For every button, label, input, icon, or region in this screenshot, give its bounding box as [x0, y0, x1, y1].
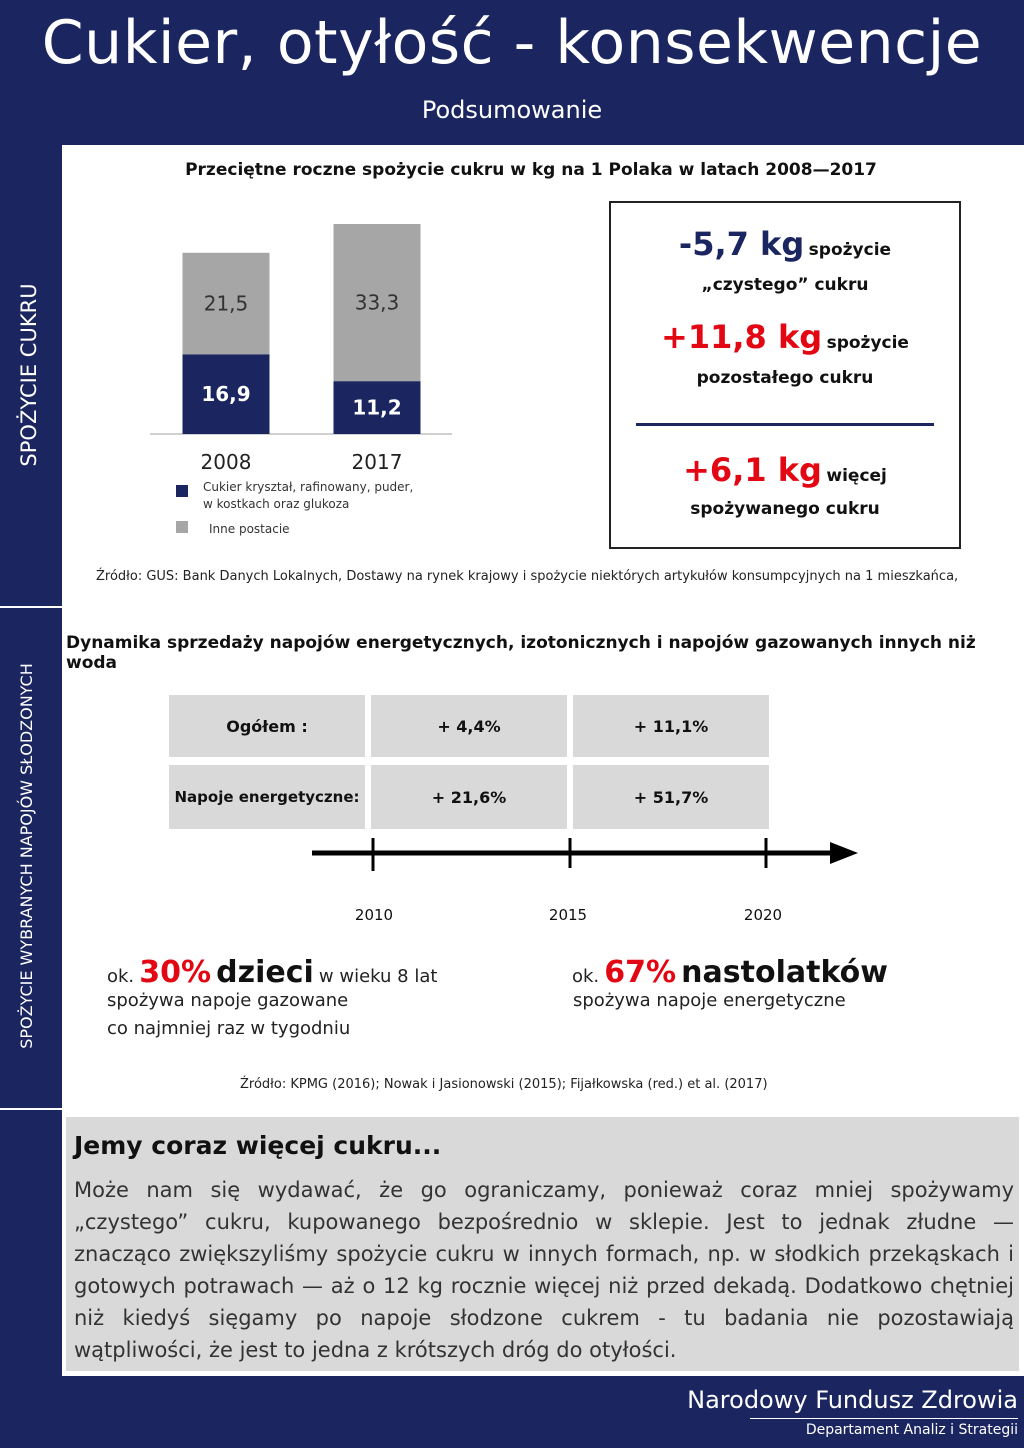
stat-children: ok. 30% dzieci w wieku 8 lat	[107, 955, 437, 990]
figure-pure-sugar: -5,7 kg spożycie	[611, 225, 959, 263]
figure-total-sugar-sub: spożywanego cukru	[690, 499, 880, 519]
timeline-year-2010: 2010	[354, 906, 394, 924]
source-note-1: Źródło: GUS: Bank Danych Lokalnych, Dost…	[96, 569, 959, 584]
timeline-arrow	[312, 838, 858, 871]
page-title: Cukier, otyłość - konsekwencje	[41, 8, 983, 78]
figure-other-sugar: +11,8 kg spożycie	[611, 318, 959, 356]
legend-swatch-other	[176, 521, 188, 533]
sugar-bar-chart: 16,9 21,5 11,2 33,3	[150, 224, 452, 435]
figure-other-sugar-sub: pozostałego cukru	[696, 368, 874, 388]
stat-teens-subject: nastolatków	[681, 955, 888, 990]
cell-energy-2020: + 51,7%	[573, 765, 769, 829]
data-label-2017-other: 33,3	[355, 291, 400, 315]
section-divider-1	[0, 606, 1024, 608]
legend-label-other: Inne postacie	[209, 522, 290, 536]
figure-other-sugar-value: +11,8 kg	[661, 318, 823, 356]
summary-title: Jemy coraz więcej cukru...	[74, 1131, 442, 1160]
cell-total-2020: + 11,1%	[573, 695, 769, 757]
side-panel-3	[0, 1110, 62, 1376]
section2-title: Dynamika sprzedaży napojów energetycznyc…	[66, 633, 976, 673]
footer: Narodowy Fundusz Zdrowia Departament Ana…	[0, 1376, 1024, 1448]
summary-box: Jemy coraz więcej cukru... Może nam się …	[66, 1117, 1019, 1371]
stat-teens-pct: 67%	[604, 955, 677, 990]
side-label-sugar: SPOŻYCIE CUKRU	[17, 283, 41, 467]
legend-label-pure-sugar: Cukier kryształ, rafinowany, puder, w ko…	[203, 480, 414, 511]
row-label-total: Ogółem :	[169, 695, 365, 757]
x-tick-label: 2008	[200, 450, 252, 474]
stat-teens-line2: spożywa napoje energetyczne	[573, 990, 846, 1011]
summary-body: Może nam się wydawać, że go ograniczamy,…	[74, 1178, 1014, 1362]
header: Cukier, otyłość - konsekwencje Podsumowa…	[0, 0, 1024, 143]
row-label-energy: Napoje energetyczne:	[169, 765, 365, 829]
source-note-2: Źródło: KPMG (2016); Nowak i Jasionowski…	[240, 1077, 768, 1092]
side-label-drinks: SPOŻYCIE WYBRANYCH NAPOJÓW SŁODZONYCH	[17, 663, 36, 1049]
stat-children-suffix: w wieku 8 lat	[318, 966, 438, 987]
box-divider	[636, 423, 934, 426]
key-figures-box: -5,7 kg spożycie „czystego” cukru +11,8 …	[609, 201, 961, 549]
stat-children-line3: co najmniej raz w tygodniu	[107, 1018, 351, 1039]
stat-children-subject: dzieci	[216, 955, 314, 990]
timeline-arrowhead	[830, 842, 858, 864]
figure-pure-sugar-value: -5,7 kg	[678, 225, 805, 263]
x-tick-label: 2017	[351, 450, 403, 474]
figure-other-sugar-text: spożycie	[826, 333, 909, 353]
figure-total-sugar-text: więcej	[826, 466, 887, 486]
stat-teens-prefix: ok.	[572, 966, 600, 987]
section-sweet-drinks	[62, 608, 1024, 1108]
timeline-year-2015: 2015	[548, 906, 588, 924]
side-panel-2: SPOŻYCIE WYBRANYCH NAPOJÓW SŁODZONYCH	[0, 608, 62, 1108]
data-label-2008-pure-sugar: 16,9	[201, 382, 250, 406]
footer-dept: Departament Analiz i Strategii	[805, 1422, 1018, 1438]
legend-swatch-pure-sugar	[176, 485, 188, 497]
figure-pure-sugar-text: spożycie	[808, 240, 892, 260]
figure-total-sugar: +6,1 kg więcej	[611, 451, 959, 489]
bar-segment-2017-other	[333, 224, 421, 382]
chart-title: Przeciętne roczne spożycie cukru w kg na…	[185, 160, 877, 180]
bar-segment-2017-pure-sugar	[333, 381, 421, 434]
stat-teens: ok. 67% nastolatków	[572, 955, 888, 990]
bar-segment-2008-other	[182, 252, 270, 355]
timeline-year-2020: 2020	[743, 906, 783, 924]
figure-total-sugar-value: +6,1 kg	[683, 451, 822, 489]
stat-children-prefix: ok.	[107, 966, 135, 987]
cell-energy-2015: + 21,6%	[371, 765, 567, 829]
page-subtitle: Podsumowanie	[421, 96, 603, 124]
stat-children-pct: 30%	[139, 955, 212, 990]
data-label-2017-pure-sugar: 11,2	[352, 396, 401, 420]
side-panel-1: SPOŻYCIE CUKRU	[0, 143, 62, 606]
figure-pure-sugar-sub: „czystego” cukru	[701, 275, 869, 295]
section-divider-2	[0, 1108, 1024, 1110]
footer-line	[750, 1418, 1018, 1419]
bar-segment-2008-pure-sugar	[182, 354, 270, 434]
footer-org: Narodowy Fundusz Zdrowia	[687, 1386, 1018, 1414]
data-label-2008-other: 21,5	[204, 292, 249, 316]
cell-total-2015: + 4,4%	[371, 695, 567, 757]
stat-children-line2: spożywa napoje gazowane	[107, 990, 349, 1011]
